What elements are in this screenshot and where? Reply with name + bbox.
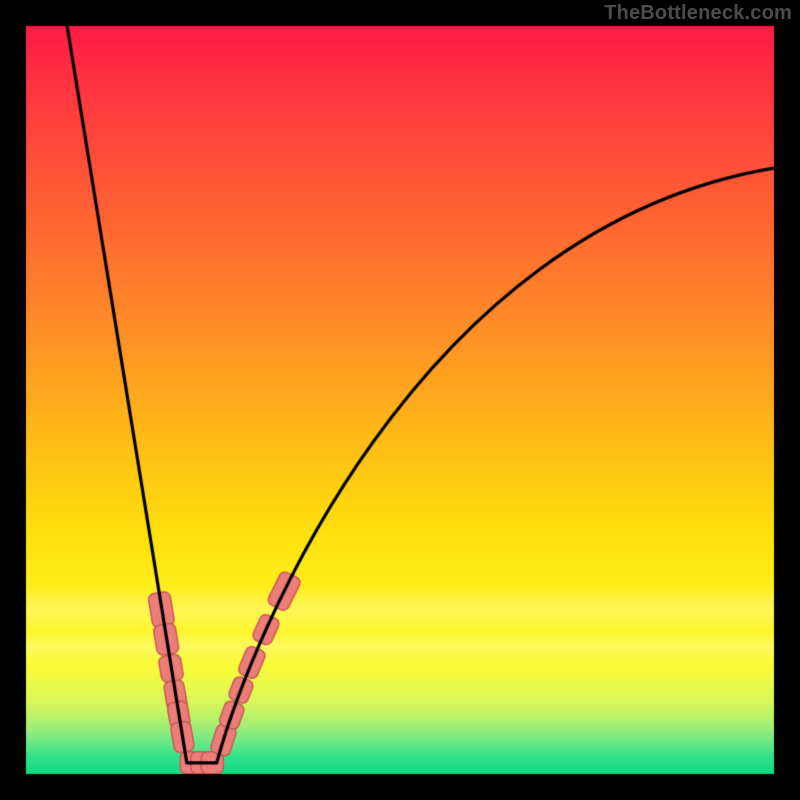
bottleneck-chart-canvas	[0, 0, 800, 800]
chart-root: TheBottleneck.com	[0, 0, 800, 800]
